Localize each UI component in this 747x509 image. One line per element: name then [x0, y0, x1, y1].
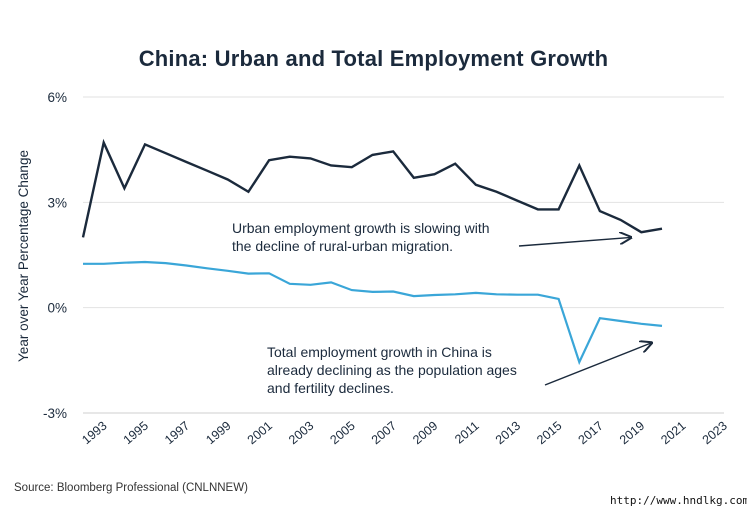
y-tick-label: 0%	[47, 301, 67, 316]
x-tick-label: 2001	[245, 419, 275, 448]
annotation-arrow	[518, 237, 631, 247]
annotation-arrow	[544, 343, 652, 386]
x-tick-label: 2009	[410, 419, 440, 448]
x-tick-label: 2005	[327, 419, 357, 448]
series-line-total	[83, 260, 663, 366]
x-tick-label: 2019	[617, 419, 647, 448]
x-tick-label: 2013	[493, 419, 523, 448]
annotation-total-line-3: and fertility declines.	[267, 380, 394, 396]
chart-title: China: Urban and Total Employment Growth	[138, 46, 609, 71]
y-tick-label: 6%	[47, 90, 67, 105]
x-tick-label: 1995	[121, 419, 151, 448]
y-axis-label: Year over Year Percentage Change	[16, 150, 31, 362]
x-tick-label: 1993	[79, 419, 109, 448]
annotation-total: Total employment growth in China is alre…	[267, 343, 517, 397]
source-note: Source: Bloomberg Professional (CNLNNEW)	[14, 482, 248, 494]
annotation-total-line-1: Total employment growth in China is	[267, 344, 492, 360]
series-line-urban	[81, 138, 663, 238]
watermark: http://www.hndlkg.com	[610, 494, 747, 507]
annotation-urban-line-2: the decline of rural-urban migration.	[232, 238, 454, 254]
annotation-arrows	[518, 237, 652, 386]
x-tick-label: 1999	[203, 419, 233, 448]
x-tick-label: 2003	[286, 419, 316, 448]
annotation-urban: Urban employment growth is slowing with …	[232, 219, 490, 255]
y-tick-label: -3%	[43, 406, 67, 421]
x-tick-label: 2017	[576, 419, 606, 448]
x-tick-label: 2021	[658, 419, 688, 448]
annotation-urban-line-1: Urban employment growth is slowing with	[232, 220, 490, 236]
y-tick-label: 3%	[47, 195, 67, 210]
x-tick-label: 1997	[162, 419, 192, 448]
annotation-total-line-2: already declining as the population ages	[267, 362, 517, 378]
x-tick-label: 2015	[534, 419, 564, 448]
x-tick-label: 2007	[369, 419, 399, 448]
x-tick-label: 2023	[700, 419, 730, 448]
x-tick-label: 2011	[452, 419, 482, 447]
series-lines	[81, 138, 663, 366]
